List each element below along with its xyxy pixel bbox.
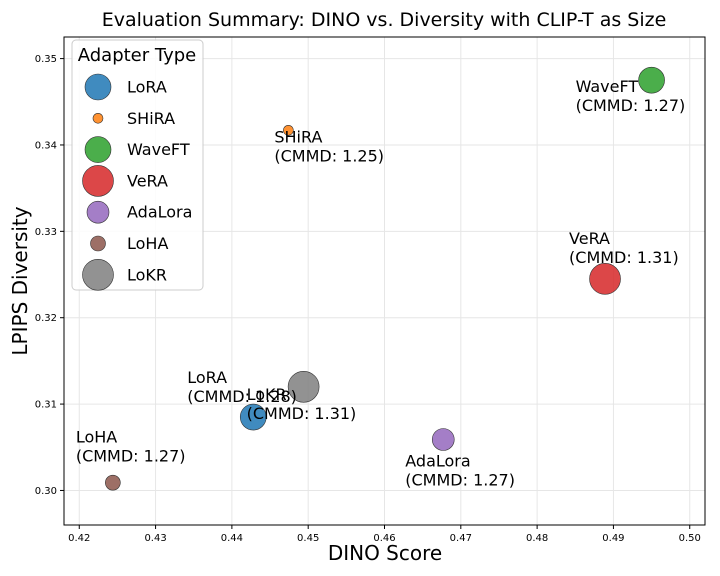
legend-marker-shira	[92, 113, 104, 124]
y-tick-label: 0.34	[35, 140, 57, 151]
point-loha	[105, 474, 121, 491]
y-tick-label: 0.30	[35, 486, 57, 497]
y-tick-label: 0.32	[35, 313, 57, 324]
y-axis-ticks: 0.30 0.31 0.32 0.33 0.34 0.35	[35, 54, 64, 497]
annotation-shira-name: SHiRA	[274, 127, 322, 146]
annotation-shira-cmmd: (CMMD: 1.25)	[274, 146, 384, 165]
legend-marker-lokr	[82, 258, 114, 291]
y-tick-label: 0.31	[35, 400, 57, 411]
x-axis-label: DINO Score	[328, 541, 442, 565]
x-tick-label: 0.46	[373, 533, 395, 544]
annotation-lokr-cmmd: (CMMD: 1.31)	[247, 404, 357, 423]
annotation-adalora-cmmd: (CMMD: 1.27)	[405, 470, 515, 489]
annotation-loha-name: LoHA	[76, 428, 117, 447]
annotation-vera-name: VeRA	[569, 229, 610, 248]
legend-marker-vera	[82, 165, 114, 197]
annotation-loha-cmmd: (CMMD: 1.27)	[76, 447, 186, 466]
point-waveft	[638, 66, 665, 94]
legend-label-waveft: WaveFT	[127, 140, 190, 159]
legend-box	[71, 39, 204, 291]
legend-label-shira: SHiRA	[127, 109, 175, 128]
y-tick-label: 0.35	[35, 54, 57, 65]
chart-title: Evaluation Summary: DINO vs. Diversity w…	[102, 9, 667, 31]
point-annotations: LoRA(CMMD: 1.28)SHiRA(CMMD: 1.25)WaveFT(…	[76, 77, 685, 489]
x-tick-label: 0.45	[297, 533, 319, 544]
x-tick-label: 0.43	[144, 533, 166, 544]
legend-label-loha: LoHA	[127, 234, 168, 253]
x-tick-label: 0.49	[602, 533, 624, 544]
legend-label-adalora: AdaLora	[127, 203, 192, 222]
annotation-waveft-cmmd: (CMMD: 1.27)	[576, 96, 686, 115]
point-lora	[239, 403, 267, 431]
y-axis-label: LPIPS Diversity	[8, 206, 32, 355]
point-lokr	[287, 371, 320, 403]
annotation-lora-name: LoRA	[187, 368, 227, 387]
point-shira	[283, 124, 294, 136]
x-tick-label: 0.47	[450, 533, 472, 544]
point-vera	[589, 263, 621, 295]
grid	[64, 37, 705, 525]
x-axis-ticks: 0.42 0.43 0.44 0.45 0.46 0.47 0.48 0.49 0.50	[68, 525, 701, 544]
legend-label-lokr: LoKR	[127, 265, 167, 284]
x-tick-label: 0.50	[679, 533, 701, 544]
annotation-waveft-name: WaveFT	[576, 77, 639, 96]
annotation-vera-cmmd: (CMMD: 1.31)	[569, 248, 679, 267]
legend-marker-adalora	[86, 200, 110, 224]
y-tick-label: 0.33	[35, 227, 57, 238]
x-tick-label: 0.44	[221, 533, 243, 544]
data-points	[105, 66, 665, 491]
point-adalora	[431, 428, 455, 451]
legend-label-lora: LoRA	[127, 78, 167, 97]
legend-items: LoRA SHiRA WaveFT VeRA AdaLora LoHA LoKR	[82, 73, 192, 291]
legend-marker-loha	[90, 235, 106, 252]
annotation-lokr-name: LoKR	[247, 385, 287, 404]
x-tick-label: 0.42	[68, 533, 90, 544]
legend-marker-lora	[84, 73, 112, 101]
legend-marker-waveft	[84, 136, 112, 163]
legend-title: Adapter Type	[78, 45, 196, 66]
x-tick-label: 0.48	[526, 533, 548, 544]
annotation-adalora-name: AdaLora	[405, 451, 470, 470]
legend: Adapter Type LoRASHiRAWaveFTVeRAAdaLoraL…	[71, 39, 204, 291]
legend-label-vera: VeRA	[127, 171, 168, 190]
annotation-lora-cmmd: (CMMD: 1.28)	[187, 387, 297, 406]
